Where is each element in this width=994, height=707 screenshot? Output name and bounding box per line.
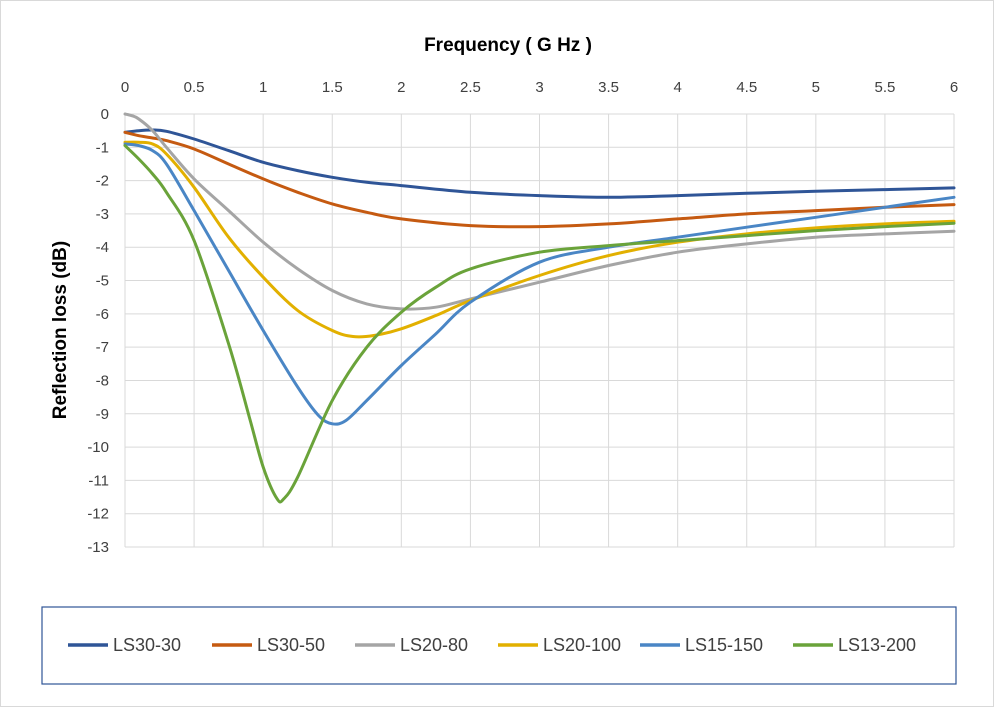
x-tick-label: 4.5 <box>736 79 757 96</box>
y-tick-label: -10 <box>87 439 109 456</box>
x-tick-label: 3.5 <box>598 79 619 96</box>
y-tick-label: -2 <box>96 173 109 190</box>
series-line-ls15-150 <box>123 142 956 426</box>
x-tick-label: 2 <box>397 79 405 96</box>
series-line-ls20-100 <box>123 140 956 339</box>
legend-label: LS30-50 <box>257 635 325 655</box>
legend-label: LS15-150 <box>685 635 763 655</box>
legend: LS30-30 LS30-50 LS20-80 LS20-100 LS15-150 LS1… <box>68 635 916 655</box>
series-lines <box>123 112 956 504</box>
x-tick-label: 5.5 <box>874 79 895 96</box>
legend-label: LS13-200 <box>838 635 916 655</box>
series-line-ls30-50 <box>123 130 956 229</box>
y-tick-label: 0 <box>101 106 109 123</box>
y-tick-label: -8 <box>96 372 109 389</box>
x-tick-label: 5 <box>812 79 820 96</box>
x-tick-label: 0.5 <box>184 79 205 96</box>
x-tick-label: 6 <box>950 79 958 96</box>
x-tick-label: 2.5 <box>460 79 481 96</box>
series-line-ls13-200 <box>123 144 956 504</box>
legend-label: LS20-100 <box>543 635 621 655</box>
series-line-ls30-30 <box>123 128 956 199</box>
x-tick-label: 3 <box>535 79 543 96</box>
y-axis-label: Reflection loss (dB) <box>50 241 71 419</box>
chart-title: Frequency ( G Hz ) <box>424 35 592 56</box>
x-tick-label: 1 <box>259 79 267 96</box>
y-tick-label: -7 <box>96 339 109 356</box>
y-tick-label: -13 <box>87 539 109 556</box>
y-tick-label: -6 <box>96 306 109 323</box>
x-tick-label: 4 <box>673 79 681 96</box>
y-tick-label: -11 <box>88 472 109 489</box>
y-tick-label: -4 <box>96 239 109 256</box>
y-tick-label: -9 <box>96 406 109 423</box>
y-tick-labels: 0 -1 -2 -3 -4 -5 -6 -7 -8 -9 -10 -11 -12 -13 <box>87 106 109 556</box>
x-tick-labels: 0 0.5 1 1.5 2 2.5 3 3.5 4 4.5 5 5.5 6 <box>121 79 958 96</box>
y-tick-label: -1 <box>96 139 109 156</box>
gridlines <box>124 113 955 548</box>
x-tick-label: 0 <box>121 79 129 96</box>
series-line-ls20-80 <box>123 112 956 311</box>
x-tick-label: 1.5 <box>322 79 343 96</box>
legend-label: LS20-80 <box>400 635 468 655</box>
y-tick-label: -5 <box>96 273 109 290</box>
legend-label: LS30-30 <box>113 635 181 655</box>
y-tick-label: -12 <box>87 506 109 523</box>
y-tick-label: -3 <box>96 206 109 223</box>
